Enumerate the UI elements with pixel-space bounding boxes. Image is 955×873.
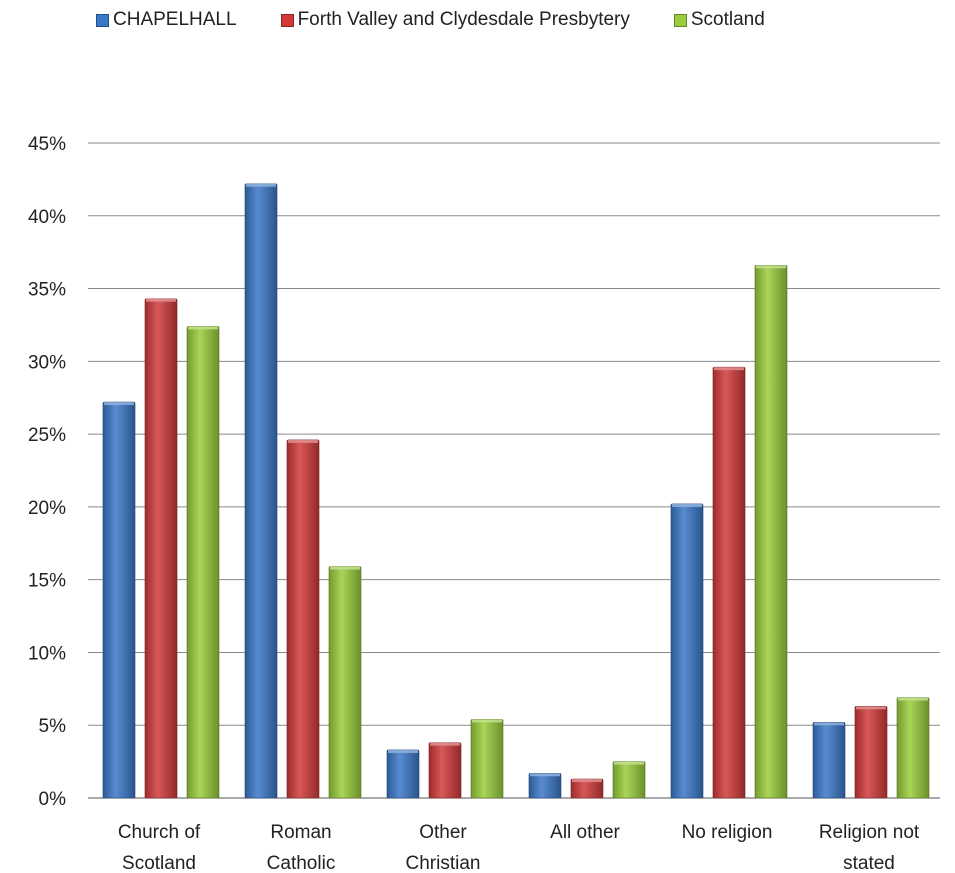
y-tick-label: 20% (28, 498, 66, 519)
bar-chapelhall (244, 183, 278, 799)
bar-chapelhall (386, 749, 420, 799)
bar-top-highlight (388, 749, 418, 753)
bar-forth-valley-and-clydesdale-presbytery (712, 366, 746, 799)
bar-scotland (896, 697, 930, 799)
bar-top-highlight (756, 265, 786, 269)
bar-top-highlight (814, 722, 844, 726)
y-tick-label: 15% (28, 571, 66, 592)
legend-swatch (673, 13, 687, 27)
chart-legend: CHAPELHALL Forth Valley and Clydesdale Pr… (96, 6, 809, 34)
y-tick-label: 0% (39, 789, 67, 810)
bar-top-highlight (146, 298, 176, 302)
bar-top-highlight (530, 773, 560, 777)
legend-label: CHAPELHALL (113, 9, 237, 30)
bar-top-highlight (246, 183, 276, 187)
bar-forth-valley-and-clydesdale-presbytery (286, 439, 320, 799)
bar-top-highlight (898, 697, 928, 701)
bar-chapelhall (670, 503, 704, 799)
bar-forth-valley-and-clydesdale-presbytery (854, 705, 888, 799)
y-tick-label: 5% (39, 716, 67, 737)
x-category-label: Other (419, 822, 467, 843)
legend-label: Forth Valley and Clydesdale Presbytery (297, 9, 630, 30)
x-category-label: Scotland (122, 853, 196, 873)
bar-top-highlight (714, 367, 744, 371)
y-tick-label: 25% (28, 425, 66, 446)
legend-swatch (280, 13, 294, 27)
bar-scotland (470, 719, 504, 799)
x-category-label: stated (843, 853, 895, 873)
bar-forth-valley-and-clydesdale-presbytery (144, 298, 178, 799)
bar-top-highlight (614, 761, 644, 765)
bar-top-highlight (430, 742, 460, 746)
bar-scotland (612, 761, 646, 799)
bar-top-highlight (330, 566, 360, 570)
x-category-label: Catholic (267, 853, 336, 873)
x-category-label: Church of (118, 822, 201, 843)
y-tick-label: 35% (28, 280, 66, 301)
y-tick-label: 30% (28, 352, 66, 373)
legend-item: Scotland (673, 9, 765, 31)
bar-chapelhall (812, 722, 846, 799)
x-category-label: No religion (682, 822, 773, 843)
legend-label: Scotland (690, 9, 765, 30)
y-tick-label: 40% (28, 207, 66, 228)
bar-top-highlight (672, 503, 702, 507)
x-category-label: Christian (406, 853, 481, 873)
bar-top-highlight (572, 779, 602, 783)
bar-top-highlight (856, 706, 886, 710)
bar-scotland (328, 566, 362, 799)
legend-item: CHAPELHALL (96, 9, 237, 31)
y-tick-label: 10% (28, 643, 66, 664)
bar-chapelhall (102, 401, 136, 799)
x-category-label: Roman (270, 822, 331, 843)
legend-swatch (96, 13, 109, 27)
bar-scotland (754, 264, 788, 799)
bar-scotland (186, 326, 220, 799)
x-category-label: All other (550, 822, 620, 843)
bar-chapelhall (528, 772, 562, 799)
x-category-label: Religion not (819, 822, 920, 843)
bar-top-highlight (288, 439, 318, 443)
legend-item: Forth Valley and Clydesdale Presbytery (280, 9, 630, 31)
bar-top-highlight (104, 402, 134, 406)
bar-top-highlight (472, 719, 502, 723)
bar-top-highlight (188, 326, 218, 330)
y-tick-label: 45% (28, 134, 66, 155)
bar-forth-valley-and-clydesdale-presbytery (428, 742, 462, 799)
